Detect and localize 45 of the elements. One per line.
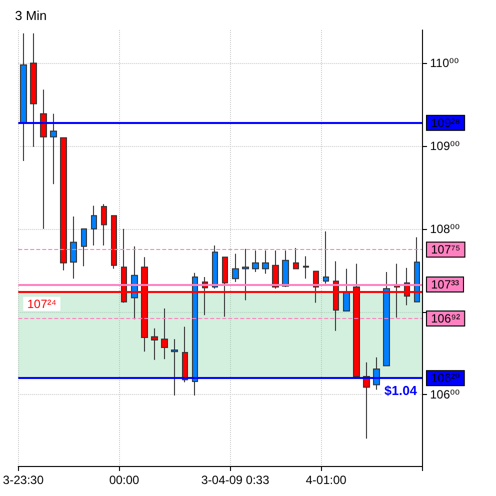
- candlestick: [232, 253, 239, 282]
- candlestick: [383, 272, 390, 366]
- candlestick: [30, 32, 37, 148]
- chart-title: 3 Min: [15, 8, 47, 23]
- candlestick: [50, 113, 57, 185]
- candlestick: [70, 216, 77, 280]
- y-tick-label: 109⁰⁰: [430, 139, 460, 154]
- ref-line-label: 107²⁴: [27, 296, 56, 311]
- x-tick-label: 4-01:00: [306, 473, 347, 487]
- candlestick: [161, 308, 168, 360]
- y-tick-label: 106⁰⁰: [430, 388, 460, 402]
- candlestick: [303, 256, 309, 280]
- ref-line-label: 107³³: [431, 277, 460, 292]
- candlestick: [20, 32, 27, 162]
- candlestick: [212, 245, 218, 290]
- ref-line-label: 106⁹²: [431, 311, 460, 326]
- candlestick: [323, 230, 329, 284]
- ref-line-label: 107⁷⁵: [431, 242, 460, 257]
- y-tick-label: 110⁰⁰: [430, 56, 459, 70]
- candlestick: [343, 268, 350, 312]
- candlestick: [242, 248, 249, 301]
- candlestick: [101, 204, 107, 246]
- candlestick: [272, 250, 279, 290]
- candlestick: [293, 248, 299, 270]
- candlestick: [60, 137, 67, 271]
- candlestick: [182, 326, 188, 383]
- candlestick: [363, 362, 370, 440]
- candlestick: [414, 236, 420, 302]
- x-tick-label: 00:00: [109, 473, 140, 487]
- candlestick: [282, 250, 289, 288]
- ref-line-label: 109²⁸: [431, 116, 460, 130]
- candlestick: [262, 250, 269, 274]
- candlestick: [40, 89, 47, 230]
- candlestick: [192, 272, 198, 396]
- x-tick-label: 3-04-09 0:33: [201, 473, 270, 487]
- y-tick-label: 108⁰⁰: [430, 222, 460, 236]
- annotation: $1.04: [384, 383, 418, 398]
- candlestick: [111, 215, 117, 270]
- candlestick: [81, 228, 87, 267]
- candlestick: [171, 338, 178, 396]
- candlestick: [91, 205, 97, 246]
- candlestick: [151, 328, 158, 360]
- ref-line-label: 106²⁰: [431, 371, 460, 386]
- candlestick: [252, 250, 259, 273]
- x-tick-label: 3-23:30: [2, 473, 44, 487]
